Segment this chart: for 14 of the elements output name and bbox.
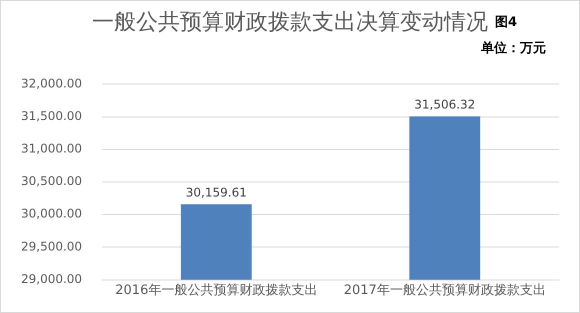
- y-tick-label: 29,000.00: [20, 272, 82, 286]
- x-tick-label: 2017年一般公共预算财政拨款支出: [344, 282, 546, 298]
- x-tick-label: 2016年一般公共预算财政拨款支出: [115, 282, 318, 298]
- y-tick-label: 30,000.00: [20, 206, 82, 221]
- data-label: 31,506.32: [414, 98, 476, 112]
- y-tick-label: 32,000.00: [20, 76, 82, 90]
- y-tick-label: 29,500.00: [20, 239, 82, 254]
- y-tick-label: 30,500.00: [20, 174, 82, 188]
- data-label: 30,159.61: [186, 185, 247, 200]
- y-tick-label: 31,500.00: [20, 108, 82, 123]
- caption: 图4: [495, 14, 518, 31]
- chart-title: 一般公共预算财政拨款支出决算变动情况: [92, 10, 488, 35]
- text: 单位：万元: [481, 40, 546, 57]
- y-tick-label: 31,000.00: [20, 142, 82, 156]
